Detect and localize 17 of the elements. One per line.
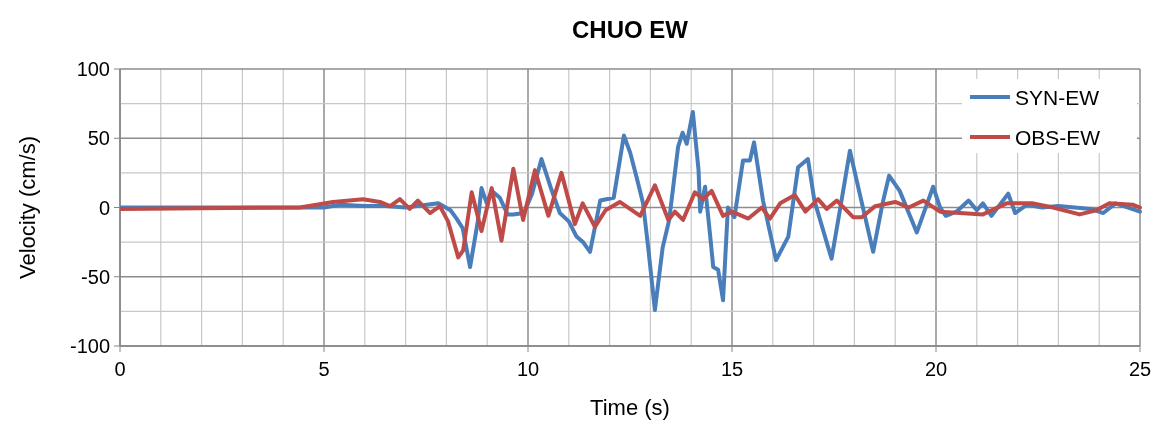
y-tick-label: 50 <box>87 127 110 150</box>
y-tick-label: -100 <box>69 335 110 357</box>
x-tick-label: 10 <box>516 358 540 380</box>
legend-label: OBS-EW <box>1015 126 1101 149</box>
x-tick-label: 5 <box>318 358 330 380</box>
y-tick-label: 100 <box>76 58 110 80</box>
x-tick-label: 0 <box>114 358 126 380</box>
line-series <box>120 166 1142 260</box>
y-axis-title: Velocity (cm/s) <box>15 135 40 280</box>
x-tick-label: 25 <box>1128 358 1152 380</box>
x-axis-title: Time (s) <box>590 395 670 420</box>
x-tick-label: 15 <box>720 358 744 380</box>
y-tick-label: 0 <box>98 196 110 219</box>
x-tick-label: 20 <box>924 358 948 380</box>
y-tick-label: -50 <box>81 265 110 288</box>
chart-title: CHUO EW <box>572 16 689 43</box>
legend-label: SYN-EW <box>1015 86 1100 109</box>
